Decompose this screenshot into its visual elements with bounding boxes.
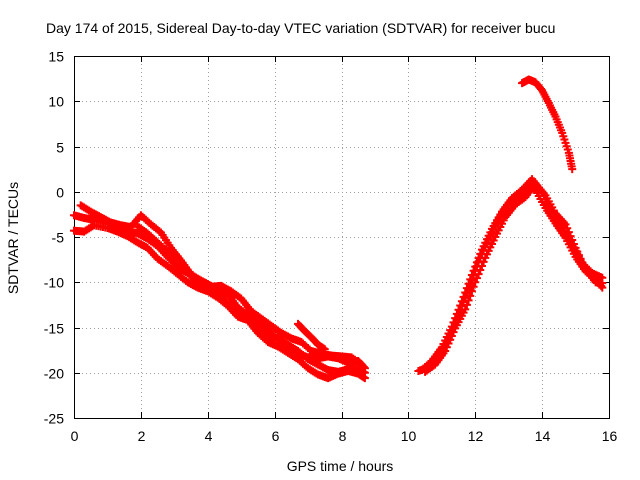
x-tick-label: 10 [401, 428, 417, 444]
y-tick-label: -10 [44, 275, 64, 291]
y-tick-label: 15 [48, 49, 64, 65]
x-tick-label: 14 [535, 428, 551, 444]
data-point [320, 345, 329, 354]
data-point [360, 374, 369, 383]
data-point [464, 279, 473, 288]
data-point [464, 296, 473, 305]
data-point [459, 292, 468, 301]
y-tick-label: -20 [44, 366, 64, 382]
x-tick-label: 8 [339, 428, 347, 444]
x-tick-label: 6 [272, 428, 280, 444]
data-point [476, 249, 485, 258]
data-point [454, 305, 463, 314]
grid [74, 56, 609, 418]
data-point [461, 305, 470, 314]
data-point [568, 165, 577, 174]
x-axis-label: GPS time / hours [287, 458, 394, 474]
x-tick-label: 16 [602, 428, 618, 444]
data-point [474, 270, 483, 279]
data-point [456, 301, 465, 310]
data-point [469, 266, 478, 275]
data-point [466, 291, 475, 300]
data-point [452, 309, 461, 318]
data-point [472, 258, 481, 267]
data-point [462, 284, 471, 293]
chart-title: Day 174 of 2015, Sidereal Day-to-day VTE… [46, 20, 555, 36]
series-track-e [294, 319, 329, 354]
data-point [457, 297, 466, 306]
y-tick-label: -5 [52, 230, 65, 246]
series-track-d [133, 222, 369, 373]
x-tick-label: 2 [138, 428, 146, 444]
y-tick-label: 5 [56, 140, 64, 156]
y-tick-label: 0 [56, 185, 64, 201]
data-point [476, 266, 485, 275]
data-point [471, 262, 480, 271]
data-point [477, 261, 486, 270]
x-tick-label: 4 [205, 428, 213, 444]
series-track-i [518, 75, 577, 174]
x-tick-labels: 0 2 4 6 8 10 12 14 16 [71, 428, 618, 444]
y-tick-label: -25 [44, 411, 64, 427]
data-point [472, 274, 481, 283]
series-track-h [421, 179, 607, 376]
data-points [70, 75, 607, 383]
data-point [471, 278, 480, 287]
data-point [598, 279, 607, 288]
y-tick-label: 10 [48, 94, 64, 110]
data-point [461, 288, 470, 297]
y-tick-label: -15 [44, 321, 64, 337]
data-point [360, 364, 369, 373]
x-tick-label: 12 [468, 428, 484, 444]
data-point [466, 275, 475, 284]
data-point [479, 257, 488, 266]
data-point [469, 282, 478, 291]
data-point [467, 287, 476, 296]
y-tick-labels: -25 -20 -15 -10 -5 0 5 10 15 [44, 49, 64, 427]
data-point [474, 254, 483, 263]
data-point [359, 363, 368, 372]
series-track-b [70, 221, 369, 383]
axis-ticks [74, 56, 610, 419]
data-point [462, 300, 471, 309]
y-axis-label: SDTVAR / TECUs [5, 182, 21, 294]
data-point [467, 271, 476, 280]
x-tick-label: 0 [71, 428, 79, 444]
